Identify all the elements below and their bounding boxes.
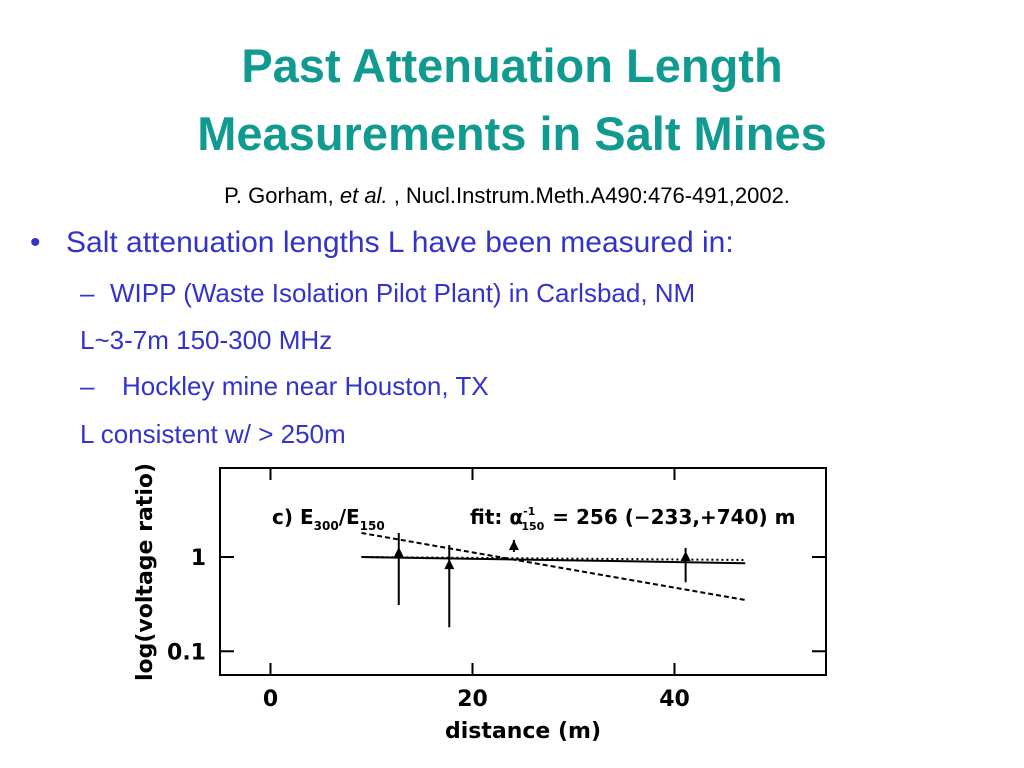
panel-label-part: 300 — [314, 519, 339, 533]
fit-label-part: = 256 (−233,+740) m — [552, 505, 795, 529]
y-axis-label: log(voltage ratio) — [133, 463, 158, 681]
bullet-marker: • — [30, 226, 41, 259]
plot-frame — [219, 467, 827, 676]
chart: 0 20 40 0.1 1 distance (m) log(voltage ratio) c… — [133, 463, 826, 744]
citation-etal: et al. — [340, 183, 388, 208]
data-point — [393, 547, 404, 558]
bullet-text: L~3-7m 150-300 MHz — [80, 325, 332, 355]
fit-label-part: -1 — [523, 505, 535, 518]
y-tick-label: 1 — [191, 546, 206, 571]
bullet-text: Salt attenuation lengths L have been mea… — [66, 226, 734, 259]
bullet-marker: – — [80, 371, 95, 401]
bullet-text: WIPP (Waste Isolation Pilot Plant) in Ca… — [110, 278, 695, 308]
fit-label: fit: α-1 150 = 256 (−233,+740) m — [470, 505, 795, 533]
data-point — [680, 551, 691, 562]
y-tick-label: 0.1 — [167, 640, 206, 665]
panel-label-part: /E — [339, 505, 360, 529]
slide-title: Past Attenuation Length — [241, 39, 782, 92]
fit-line — [361, 556, 746, 561]
x-tick-label: 0 — [263, 687, 278, 712]
panel-label: c) E300/E150 — [272, 505, 385, 533]
fit-label-part: 150 — [521, 520, 544, 533]
fit-line — [361, 531, 746, 601]
fit-label-part: fit: α — [470, 505, 523, 529]
panel-label-part: c) E — [272, 505, 314, 529]
citation-ref: , Nucl.Instrum.Meth.A490:476-491,2002. — [394, 183, 790, 208]
data-point — [508, 539, 519, 550]
x-axis-label: distance (m) — [445, 719, 601, 744]
fit-line — [361, 556, 746, 565]
x-tick-label: 40 — [659, 687, 690, 712]
x-tick-label: 20 — [457, 687, 488, 712]
citation: P. Gorham, et al. , Nucl.Instrum.Meth.A4… — [224, 183, 790, 208]
panel-label-part: 150 — [360, 519, 385, 533]
bullet-marker: – — [80, 278, 95, 308]
bullet-text: L consistent w/ > 250m — [80, 419, 346, 449]
bullet-list: • Salt attenuation lengths L have been me… — [30, 226, 734, 449]
slide-title: Measurements in Salt Mines — [197, 107, 826, 160]
citation-author: P. Gorham, — [224, 183, 334, 208]
data-point — [444, 559, 455, 570]
bullet-text: Hockley mine near Houston, TX — [122, 371, 489, 401]
